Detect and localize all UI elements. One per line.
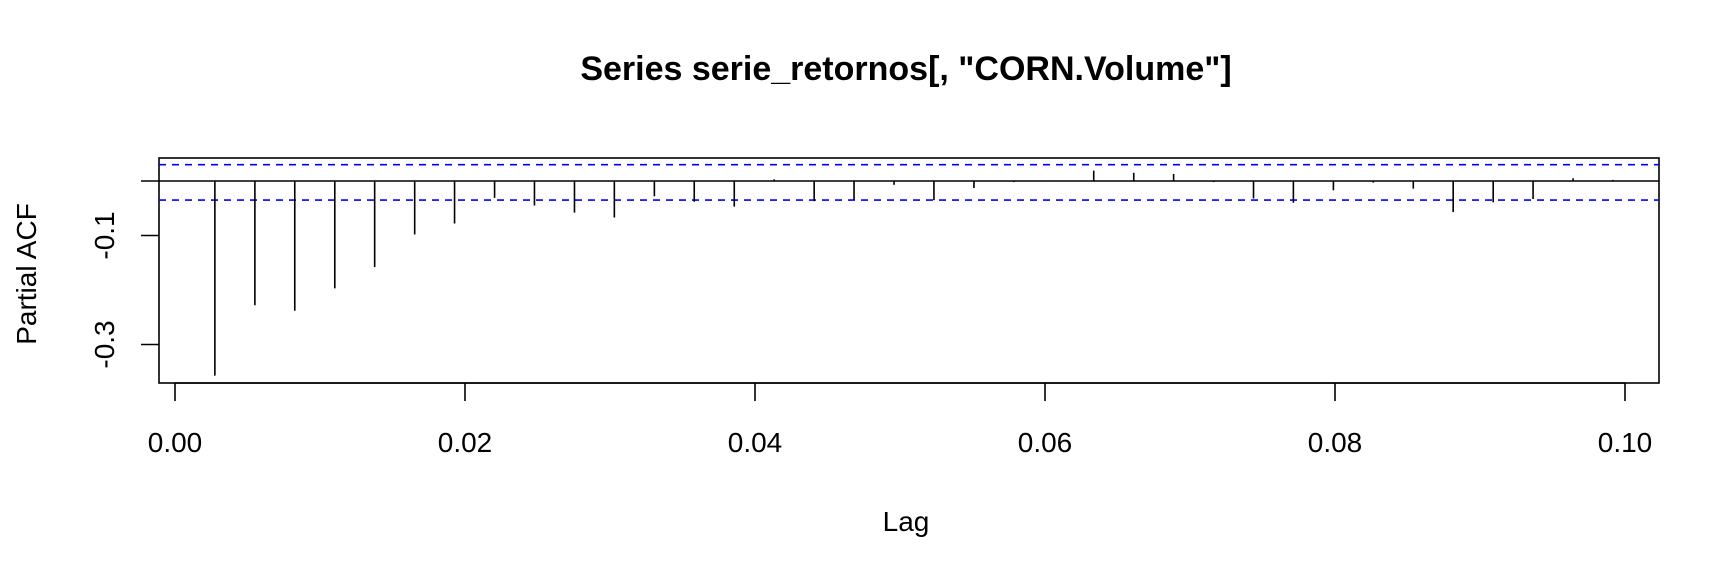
plot-frame (158, 157, 1660, 384)
x-tick-label: 0.06 (1018, 427, 1073, 458)
x-tick-label: 0.02 (438, 427, 493, 458)
x-tick-label: 0.10 (1598, 427, 1653, 458)
x-tick-label: 0.00 (148, 427, 203, 458)
chart-title: Series serie_retornos[, "CORN.Volume"] (580, 50, 1231, 88)
x-tick-label: 0.04 (728, 427, 783, 458)
y-tick-label: -0.1 (89, 211, 120, 259)
y-tick-label: -0.3 (89, 320, 120, 368)
y-axis-label: Partial ACF (11, 203, 42, 345)
plot-layer: 0.00 0.02 0.04 0.06 0.08 0.10 -0.1 -0.3 (89, 163, 1659, 458)
x-axis-label: Lag (883, 506, 930, 537)
x-tick-label: 0.08 (1308, 427, 1363, 458)
